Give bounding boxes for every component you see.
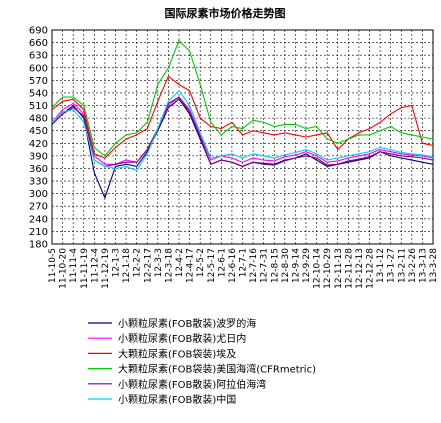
x-tick-label: 12-11-13: [334, 248, 344, 289]
x-tick-label: 11-11-4: [69, 248, 79, 283]
y-tick-label: 270: [29, 202, 48, 213]
chart-title: 国际尿素市场价格走势图: [165, 6, 286, 20]
y-tick-label: 330: [29, 177, 48, 188]
x-tick-label: 12-9-29: [302, 248, 312, 283]
y-tick-label: 450: [29, 126, 48, 137]
y-tick-label: 180: [29, 240, 48, 251]
x-tick-label: 11-11-19: [80, 248, 90, 289]
y-tick-label: 510: [29, 101, 48, 112]
x-tick-label: 13-2-26: [408, 248, 418, 283]
series-line-6: [51, 89, 434, 172]
legend-label: 小颗粒尿素(FOB散装)尤日内: [118, 332, 246, 345]
y-tick-label: 240: [29, 214, 48, 225]
series-line-4: [51, 39, 434, 157]
legend-label: 小颗粒尿素(FOB散装)阿拉伯海湾: [118, 378, 266, 391]
x-tick-label: 13-2-11: [397, 248, 407, 283]
plot-frame: [51, 29, 434, 245]
y-tick-label: 660: [29, 38, 48, 49]
y-tick-label: 390: [29, 151, 48, 162]
x-tick-label: 12-8-30: [281, 248, 291, 283]
y-tick-label: 630: [29, 51, 48, 62]
x-tick-label: 13-3-28: [429, 248, 439, 283]
y-tick-label: 540: [29, 88, 48, 99]
x-tick-label: 11-10-20: [59, 248, 69, 289]
y-tick-label: 300: [29, 189, 48, 200]
x-tick-label: 12-10-14: [313, 248, 323, 289]
series-layer: [51, 39, 434, 200]
x-tick-label: 12-12-13: [355, 248, 365, 289]
x-tick-label: 12-3-3: [154, 248, 164, 277]
x-tick-label: 12-11-28: [344, 248, 354, 289]
x-tick-label: 12-7-1: [239, 248, 249, 277]
legend-label: 大颗粒尿素(FOB袋装)埃及: [118, 347, 236, 360]
y-tick-label: 420: [29, 139, 48, 150]
legend-label: 大颗粒尿素(FOB袋装)美国海湾(CFRmetric): [118, 363, 316, 376]
legend: 小颗粒尿素(FOB散装)波罗的海小颗粒尿素(FOB散装)尤日内大颗粒尿素(FOB…: [88, 317, 316, 406]
x-tick-label: 12-7-16: [249, 248, 259, 283]
y-tick-label: 570: [29, 76, 48, 87]
x-tick-label: 12-8-15: [270, 248, 280, 283]
x-tick-label: 12-2-17: [143, 248, 153, 283]
x-tick-label: 12-2-2: [133, 248, 143, 277]
legend-label: 小颗粒尿素(FOB散装)中国: [118, 393, 236, 406]
x-tick-label: 12-7-31: [260, 248, 270, 283]
x-tick-label: 12-10-29: [323, 248, 333, 289]
axis-layer: 1802102402703003303603904204504805105405…: [29, 26, 439, 289]
y-tick-label: 600: [29, 63, 48, 74]
x-tick-label: 12-3-18: [164, 248, 174, 283]
x-tick-label: 12-9-14: [291, 248, 301, 283]
x-tick-label: 13-1-12: [376, 248, 386, 283]
x-tick-label: 13-1-27: [387, 248, 397, 283]
x-tick-label: 12-12-28: [366, 248, 376, 289]
x-tick-label: 12-5-17: [207, 248, 217, 283]
x-tick-label: 12-4-2: [175, 248, 185, 277]
x-tick-label: 12-6-1: [217, 248, 227, 277]
x-tick-label: 11-12-4: [90, 248, 100, 283]
series-line-3: [51, 75, 434, 159]
x-tick-label: 11-12-19: [101, 248, 111, 289]
x-tick-label: 12-5-2: [196, 248, 206, 277]
legend-label: 小颗粒尿素(FOB散装)波罗的海: [118, 317, 256, 330]
x-tick-label: 12-1-3: [112, 248, 122, 277]
series-line-5: [51, 96, 434, 167]
x-tick-label: 13-3-13: [418, 248, 428, 283]
y-tick-label: 210: [29, 227, 48, 238]
x-tick-label: 11-10-5: [48, 248, 58, 283]
y-tick-label: 480: [29, 114, 48, 125]
x-tick-label: 12-4-17: [186, 248, 196, 283]
y-tick-label: 360: [29, 164, 48, 175]
y-tick-label: 690: [29, 26, 48, 37]
x-tick-label: 12-6-16: [228, 248, 238, 283]
x-tick-label: 12-1-18: [122, 248, 132, 283]
